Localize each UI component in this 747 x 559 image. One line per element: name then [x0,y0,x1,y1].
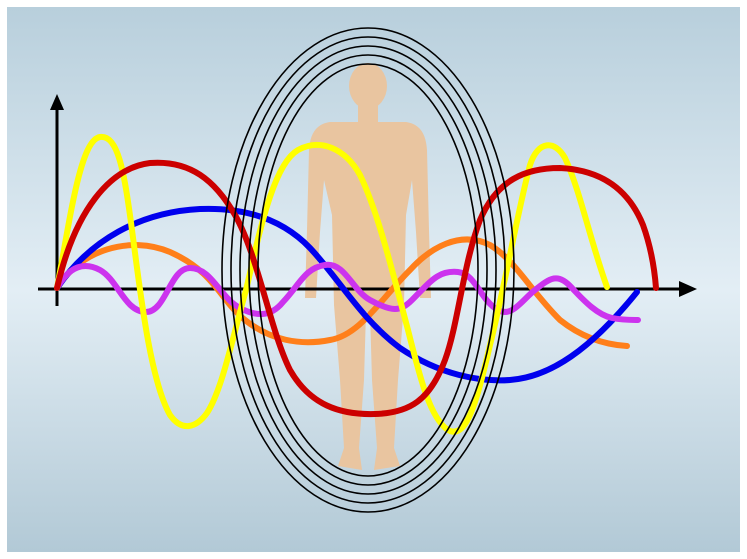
yellow-wave [54,134,610,435]
ring-1 [221,27,515,513]
x-axis-arrow-icon [679,281,697,297]
y-axis-arrow-icon [50,94,64,110]
ring-5 [257,63,479,477]
red-wave [54,159,659,418]
magenta-wave [54,261,641,323]
orange-wave [54,236,630,349]
waves-diagram [7,7,740,552]
ring-2 [230,36,506,504]
wave-curves [54,134,659,435]
blue-wave [54,205,640,384]
concentric-ellipse-rings [221,27,515,513]
ring-3 [239,45,497,495]
ring-4 [248,54,488,486]
diagram-frame [7,7,740,552]
